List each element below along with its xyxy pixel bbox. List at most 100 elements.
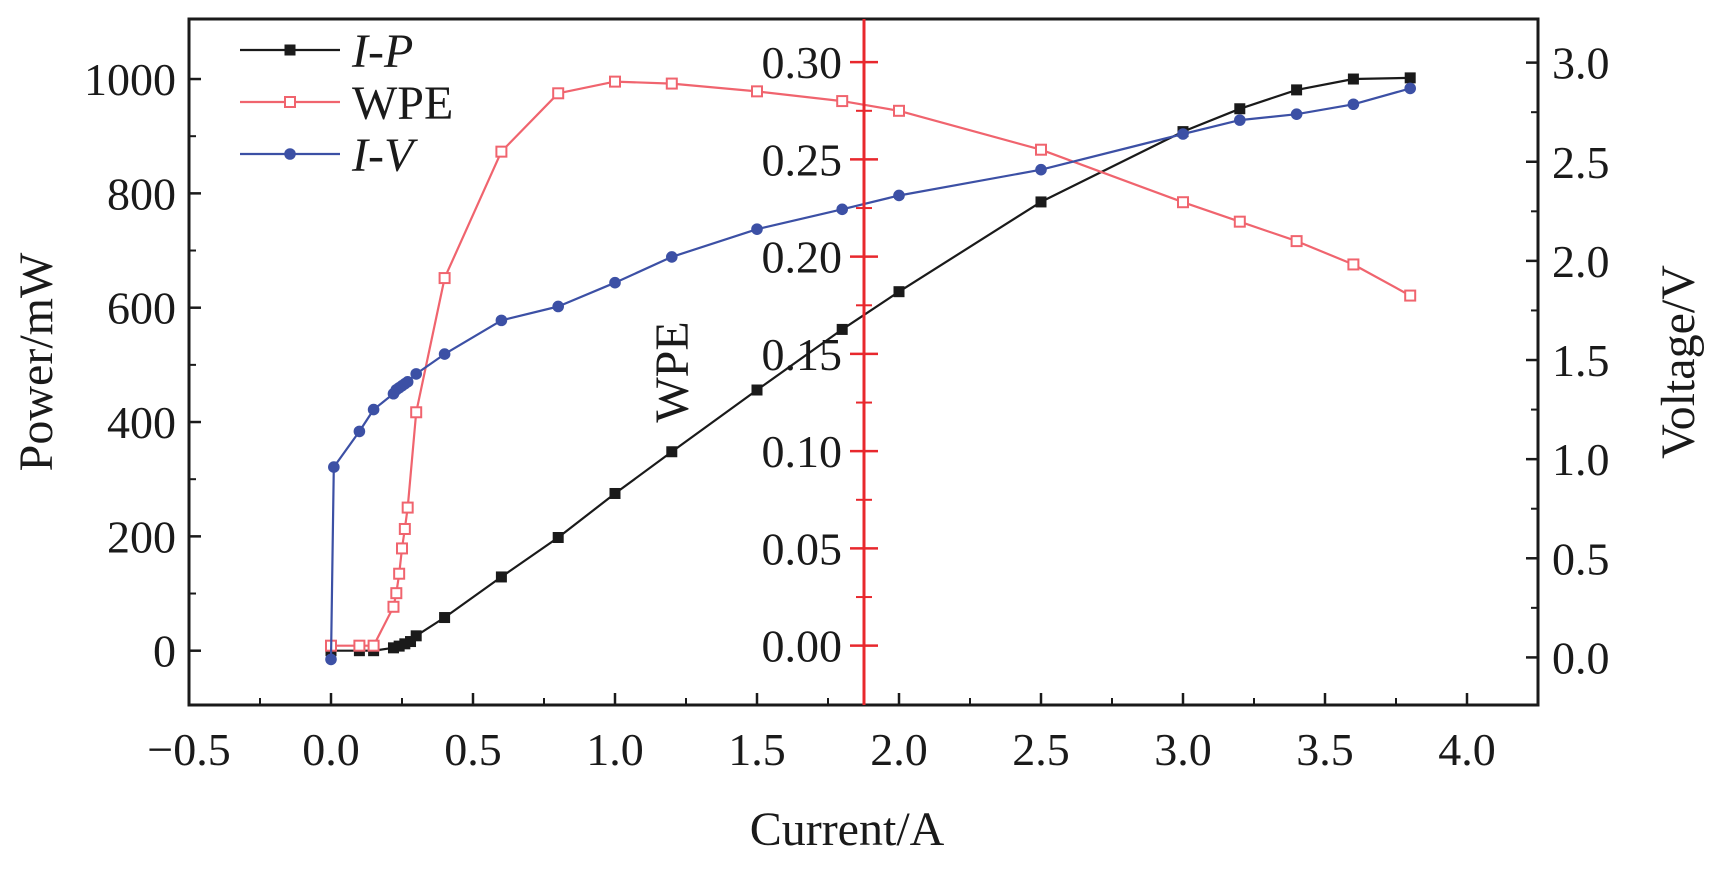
data-point-i-v xyxy=(609,276,621,289)
data-point-i-p xyxy=(1347,73,1359,85)
right-y-axis: 0.0 0.5 1.0 1.5 2.0 2.5 3.0 xyxy=(1526,38,1610,683)
data-point-i-v xyxy=(836,203,848,216)
legend-label-i-v: I-V xyxy=(351,129,418,182)
data-point-wpe xyxy=(438,272,451,285)
data-point-wpe xyxy=(410,406,423,419)
data-point-i-p xyxy=(439,612,451,624)
x-tick-label: 3.5 xyxy=(1296,724,1354,775)
x-tick-label: 4.0 xyxy=(1438,724,1496,775)
data-point-i-v xyxy=(353,425,366,438)
data-point-i-v xyxy=(367,403,380,416)
data-point-i-v xyxy=(1035,163,1047,176)
wpe-axis-title: WPE xyxy=(646,321,699,422)
data-point-i-p xyxy=(1234,103,1246,115)
right-y-tick-label: 3.0 xyxy=(1552,38,1610,89)
data-point-i-v xyxy=(552,300,564,313)
data-point-i-v xyxy=(1404,82,1416,95)
wpe-axis-tick-label: 0.10 xyxy=(762,426,843,477)
data-point-i-p xyxy=(893,286,905,298)
right-y-tick-label: 0.5 xyxy=(1552,533,1610,584)
data-point-wpe xyxy=(495,145,508,158)
data-point-i-p xyxy=(1291,84,1303,96)
data-point-i-p xyxy=(405,636,417,648)
data-point-i-p xyxy=(387,642,399,654)
data-point-i-p xyxy=(552,532,564,544)
left-y-tick-label: 200 xyxy=(107,511,176,562)
right-y-axis-title: Voltage/V xyxy=(1652,265,1705,459)
data-point-wpe xyxy=(396,542,408,555)
right-y-tick-label: 2.5 xyxy=(1552,137,1610,188)
x-tick-label: 0.5 xyxy=(444,724,502,775)
x-tick-label: 2.0 xyxy=(870,724,928,775)
wpe-axis-tick-label: 0.00 xyxy=(762,621,843,672)
data-point-i-p xyxy=(666,446,678,458)
data-point-wpe xyxy=(367,639,380,652)
data-point-i-p xyxy=(609,487,621,499)
data-point-wpe xyxy=(1035,143,1047,156)
right-y-tick-label: 1.0 xyxy=(1552,434,1610,485)
data-point-i-p xyxy=(1035,196,1047,208)
data-point-i-v xyxy=(751,223,763,235)
right-y-tick-label: 2.0 xyxy=(1552,236,1610,287)
x-axis: −0.5 0.0 0.5 1.0 1.5 2.0 2.5 3.0 3.5 4.0 xyxy=(147,693,1496,775)
left-y-tick-label: 400 xyxy=(107,397,176,448)
left-y-tick-label: 600 xyxy=(107,283,176,334)
left-y-tick-label: 800 xyxy=(107,168,176,219)
legend-marker-wpe xyxy=(284,96,296,108)
data-point-wpe xyxy=(387,600,400,613)
data-point-i-p xyxy=(410,630,422,642)
x-tick-label: 0.0 xyxy=(302,724,360,775)
legend-label-i-p: I-P xyxy=(351,25,413,78)
data-point-i-v xyxy=(1234,114,1246,126)
left-y-tick-label: 0 xyxy=(153,626,176,677)
data-point-i-v xyxy=(410,368,423,380)
wpe-axis-tick-label: 0.20 xyxy=(762,232,843,283)
data-point-wpe xyxy=(609,75,621,88)
data-point-i-v xyxy=(438,348,451,360)
data-point-i-p xyxy=(1404,72,1416,84)
series-layer xyxy=(325,72,1417,666)
left-y-axis: 0 200 400 600 800 1000 xyxy=(84,54,201,677)
right-y-tick-label: 1.5 xyxy=(1552,335,1610,386)
legend-marker-i-p xyxy=(284,44,296,56)
data-point-i-v xyxy=(893,189,905,202)
data-point-i-v xyxy=(1347,98,1360,111)
legend-marker-i-v xyxy=(284,148,296,160)
x-tick-label: 1.5 xyxy=(728,724,786,775)
data-point-i-p xyxy=(495,571,507,583)
x-tick-label: −0.5 xyxy=(147,724,230,775)
data-point-i-v xyxy=(1290,108,1303,120)
wpe-axis-tick-label: 0.15 xyxy=(762,329,843,380)
data-point-wpe xyxy=(836,95,849,108)
data-point-i-v xyxy=(328,461,340,473)
wpe-axis-tick-label: 0.30 xyxy=(762,37,843,88)
x-tick-label: 1.0 xyxy=(586,724,644,775)
wpe-axis-tick-label: 0.05 xyxy=(762,523,843,574)
data-point-wpe xyxy=(552,87,565,100)
data-point-wpe xyxy=(1347,258,1360,271)
data-point-wpe xyxy=(353,639,366,652)
data-point-i-v xyxy=(401,376,414,388)
wpe-axis: 0.00 0.05 0.10 0.15 0.20 0.25 0.30 xyxy=(762,19,878,705)
data-point-wpe xyxy=(893,104,905,117)
data-point-wpe xyxy=(665,77,678,90)
data-point-wpe xyxy=(1404,289,1417,302)
x-tick-label: 3.0 xyxy=(1154,724,1212,775)
right-y-tick-label: 0.0 xyxy=(1552,632,1610,683)
data-point-wpe xyxy=(393,567,406,580)
data-point-i-p xyxy=(751,384,763,396)
data-point-i-v xyxy=(666,251,678,263)
wpe-axis-tick-label: 0.25 xyxy=(762,134,843,185)
legend-label-wpe: WPE xyxy=(352,77,453,130)
data-point-wpe xyxy=(401,501,414,514)
data-point-i-p xyxy=(399,638,411,650)
data-point-i-v xyxy=(325,653,337,666)
data-point-i-p xyxy=(393,640,405,652)
data-point-wpe xyxy=(751,85,763,98)
data-point-i-v xyxy=(1177,128,1189,140)
x-tick-label: 2.5 xyxy=(1012,724,1070,775)
left-y-axis-title: Power/mW xyxy=(10,252,63,471)
